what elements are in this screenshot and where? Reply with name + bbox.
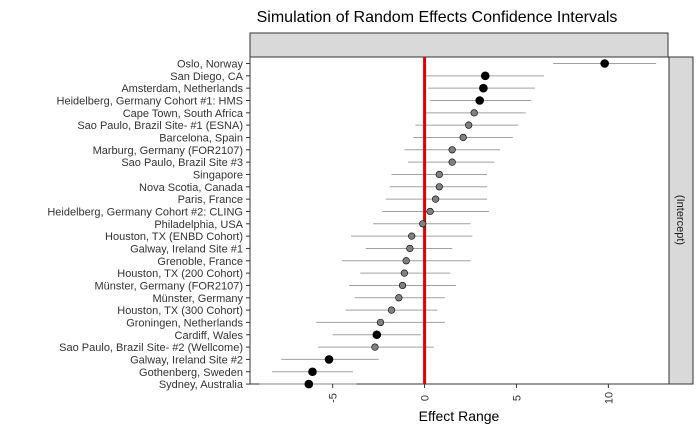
y-tick-label: Sydney, Australia	[159, 379, 244, 391]
point-estimate	[432, 195, 440, 203]
point-estimate	[304, 379, 314, 389]
y-axis-ticks	[246, 63, 250, 385]
y-tick-label: Singapore	[193, 169, 243, 181]
point-estimate	[406, 244, 414, 253]
y-tick-label: Sao Paulo, Brazil Site- #2 (Wellcome)	[59, 342, 243, 354]
x-axis-ticks: -5 0 5 10	[328, 384, 615, 404]
x-tick-label: -5	[328, 393, 340, 403]
point-estimate	[480, 71, 490, 81]
point-estimate	[426, 207, 434, 216]
point-estimate	[408, 232, 416, 240]
point-layer	[304, 59, 609, 389]
point-estimate	[376, 318, 385, 327]
x-tick-label: 10	[603, 392, 615, 404]
x-tick-label: 5	[511, 395, 523, 401]
point-estimate	[402, 257, 410, 265]
x-axis-label: Effect Range	[419, 408, 500, 424]
y-tick-label: Marburg, Germany (FOR2107)	[93, 145, 243, 157]
point-estimate	[372, 330, 382, 340]
y-tick-label: Houston, TX (ENBD Cohort)	[105, 231, 243, 243]
point-estimate	[435, 170, 443, 179]
point-estimate	[308, 367, 317, 377]
point-estimate	[400, 269, 408, 277]
y-tick-label: Paris, France	[178, 194, 243, 206]
y-tick-label: Nova Scotia, Canada	[139, 182, 244, 194]
y-tick-label: Oslo, Norway	[177, 59, 244, 71]
y-tick-label: Heidelberg, Germany Cohort #1: HMS	[57, 95, 243, 107]
y-tick-label: Houston, TX (300 Cohort)	[117, 305, 243, 317]
y-tick-label: Grenoble, France	[157, 256, 243, 268]
y-tick-label: Sao Paulo, Brazil Site- #1 (ESNA)	[77, 120, 243, 132]
y-tick-label: Galway, Ireland Site #2	[130, 354, 243, 366]
y-tick-label: Cape Town, South Africa	[123, 108, 244, 120]
y-tick-label: Sao Paulo, Brazil Site #3	[121, 157, 243, 169]
y-tick-label: Philadelphia, USA	[154, 219, 243, 231]
point-estimate	[435, 183, 443, 191]
y-tick-label: Houston, TX (200 Cohort)	[117, 268, 243, 280]
facet-strip-right	[668, 56, 694, 385]
point-estimate	[465, 121, 473, 129]
point-estimate	[387, 306, 396, 314]
point-estimate	[398, 281, 407, 290]
y-tick-label: Groningen, Netherlands	[126, 317, 243, 329]
point-estimate	[600, 59, 609, 68]
point-estimate	[475, 96, 485, 105]
facet-strip-top	[249, 32, 669, 58]
x-tick-label: 0	[420, 395, 432, 401]
point-estimate	[479, 83, 488, 93]
y-tick-label: Amsterdam, Netherlands	[121, 83, 243, 95]
point-estimate	[448, 146, 456, 154]
plot-panel	[249, 56, 670, 385]
point-estimate	[371, 343, 379, 351]
y-tick-label: Galway, Ireland Site #1	[130, 243, 243, 255]
y-tick-label: Münster, Germany	[153, 293, 244, 305]
y-tick-label: Cardiff, Wales	[175, 330, 244, 342]
point-estimate	[448, 158, 456, 166]
y-tick-label: Heidelberg, Germany Cohort #2: CLING	[47, 206, 243, 218]
chart-title: Simulation of Random Effects Confidence …	[257, 9, 618, 26]
point-estimate	[470, 109, 478, 117]
point-estimate	[395, 294, 403, 302]
y-tick-label: Münster, Germany (FOR2107)	[94, 280, 243, 292]
y-tick-label: San Diego, CA	[170, 71, 243, 83]
point-estimate	[419, 220, 427, 228]
facet-strip-label: (Intercept)	[674, 195, 686, 245]
point-estimate	[459, 133, 467, 142]
y-tick-label: Barcelona, Spain	[159, 132, 243, 144]
point-estimate	[324, 355, 334, 364]
y-tick-label: Gothenberg, Sweden	[139, 367, 243, 379]
